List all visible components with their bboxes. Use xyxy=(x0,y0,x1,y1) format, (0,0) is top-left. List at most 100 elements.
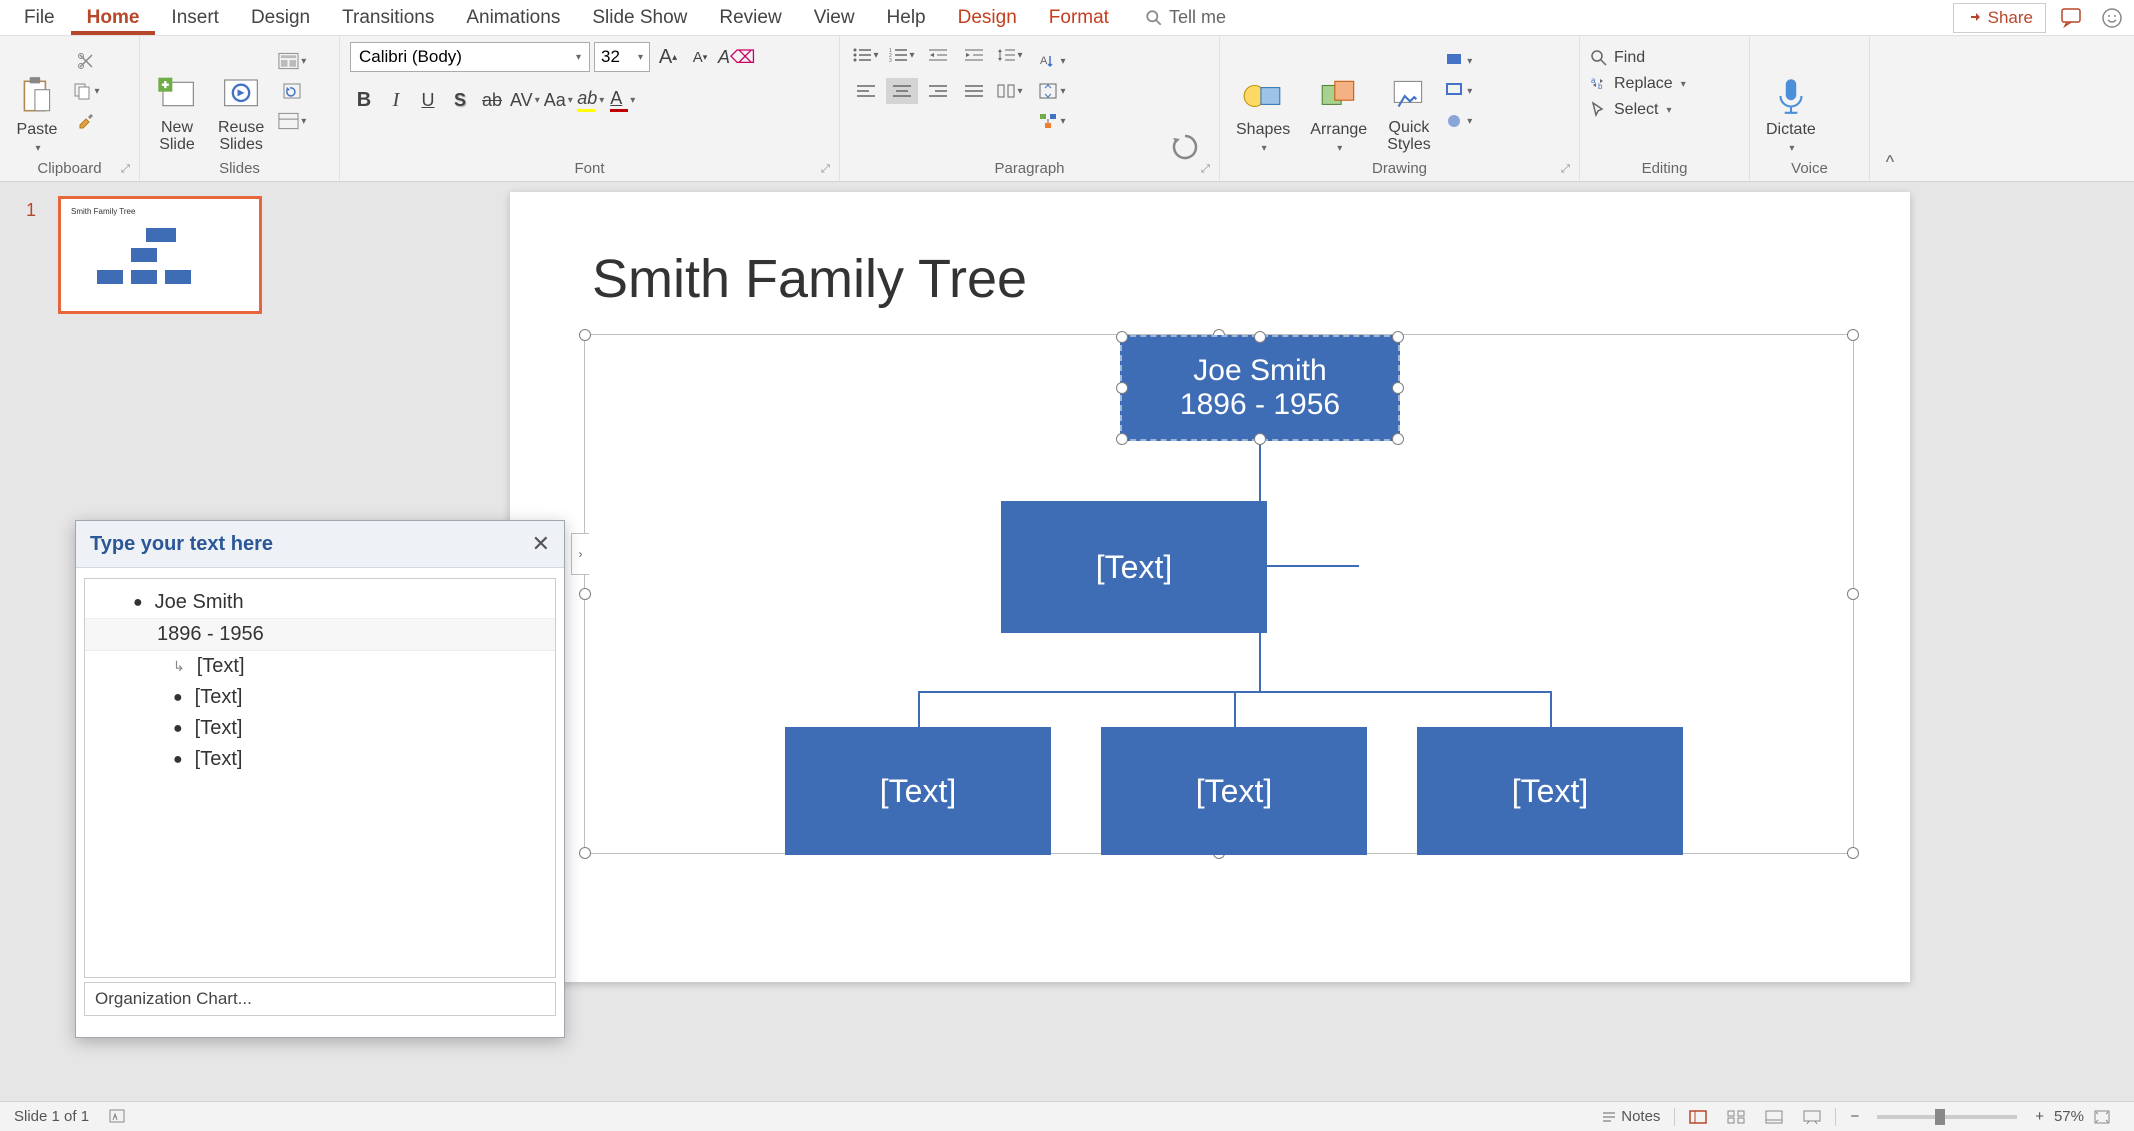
clear-formatting-button[interactable]: A⌫ xyxy=(718,43,755,71)
align-text-button[interactable]: ▾ xyxy=(1038,78,1066,104)
numbering-button[interactable]: 123▾ xyxy=(886,42,918,68)
align-left-button[interactable] xyxy=(850,78,882,104)
text-direction-button[interactable]: A▾ xyxy=(1038,48,1066,74)
text-pane-footer[interactable]: Organization Chart... xyxy=(84,982,556,1016)
font-launcher[interactable]: ⤢ xyxy=(821,163,835,177)
collapse-ribbon-button[interactable]: ^ xyxy=(1870,36,1910,181)
bullets-button[interactable]: ▾ xyxy=(850,42,882,68)
line-spacing-button[interactable]: ▾ xyxy=(994,42,1026,68)
tp-item-0[interactable]: ●Joe Smith xyxy=(85,587,555,618)
new-slide-button[interactable]: New Slide xyxy=(150,42,204,158)
paragraph-launcher[interactable]: ⤢ xyxy=(1201,163,1215,177)
shadow-button[interactable]: S xyxy=(446,86,474,114)
reading-view-button[interactable] xyxy=(1755,1110,1793,1124)
reset-button[interactable] xyxy=(278,78,306,104)
layout-button[interactable]: ▾ xyxy=(278,48,306,74)
menu-transitions[interactable]: Transitions xyxy=(326,1,450,35)
slide-1[interactable]: Smith Family Tree › xyxy=(510,192,1910,982)
justify-button[interactable] xyxy=(958,78,990,104)
tp-item-4[interactable]: ●[Text] xyxy=(85,713,555,744)
arrange-button[interactable]: Arrange ▾ xyxy=(1304,42,1373,158)
resize-handle-br[interactable] xyxy=(1847,847,1859,859)
org-node-mid[interactable]: [Text] xyxy=(1001,501,1267,633)
zoom-slider[interactable] xyxy=(1877,1115,2017,1119)
highlight-button[interactable]: ab▾ xyxy=(577,86,605,114)
align-center-button[interactable] xyxy=(886,78,918,104)
slide-title[interactable]: Smith Family Tree xyxy=(592,248,1027,310)
shape-effects-button[interactable]: ▾ xyxy=(1445,108,1473,134)
fit-to-window-button[interactable] xyxy=(2084,1110,2120,1124)
menu-smartart-format[interactable]: Format xyxy=(1033,1,1125,35)
org-node-root[interactable]: Joe Smith 1896 - 1956 xyxy=(1120,335,1400,441)
dictate-button[interactable]: Dictate ▾ xyxy=(1760,42,1822,158)
paste-button[interactable]: Paste ▾ xyxy=(10,42,64,158)
resize-handle-bl[interactable] xyxy=(579,847,591,859)
underline-button[interactable]: U xyxy=(414,86,442,114)
menu-slideshow[interactable]: Slide Show xyxy=(576,1,703,35)
decrease-indent-button[interactable] xyxy=(922,42,954,68)
align-right-button[interactable] xyxy=(922,78,954,104)
shape-outline-button[interactable]: ▾ xyxy=(1445,78,1473,104)
smartart-selection[interactable]: › Joe Smith 1896 - 1956 xyxy=(584,334,1854,854)
font-family-select[interactable]: Calibri (Body)▾ xyxy=(350,42,590,72)
change-case-button[interactable]: Aa▾ xyxy=(544,86,573,114)
node-handle[interactable] xyxy=(1254,331,1266,343)
tp-item-3[interactable]: ●[Text] xyxy=(85,682,555,713)
menu-home[interactable]: Home xyxy=(71,1,156,35)
text-pane-close-button[interactable]: ✕ xyxy=(532,531,550,557)
tp-item-2[interactable]: ↳[Text] xyxy=(85,651,555,682)
font-color-button[interactable]: A▾ xyxy=(609,86,637,114)
tp-item-1[interactable]: 1896 - 1956 xyxy=(85,618,555,651)
italic-button[interactable]: I xyxy=(382,86,410,114)
section-button[interactable]: ▾ xyxy=(278,108,306,134)
copy-button[interactable]: ▾ xyxy=(72,78,100,104)
menu-design[interactable]: Design xyxy=(235,1,326,35)
columns-button[interactable]: ▾ xyxy=(994,78,1026,104)
notes-button[interactable]: Notes xyxy=(1591,1108,1670,1125)
menu-animations[interactable]: Animations xyxy=(450,1,576,35)
zoom-slider-thumb[interactable] xyxy=(1935,1109,1945,1125)
resize-handle-tl[interactable] xyxy=(579,329,591,341)
decrease-font-button[interactable]: A▾ xyxy=(686,43,714,71)
menu-file[interactable]: File xyxy=(8,1,71,35)
text-pane[interactable]: Type your text here ✕ ●Joe Smith 1896 - … xyxy=(75,520,565,1038)
node-handle[interactable] xyxy=(1254,433,1266,445)
spell-check-icon[interactable] xyxy=(109,1109,127,1125)
resize-handle-tr[interactable] xyxy=(1847,329,1859,341)
cut-button[interactable] xyxy=(72,48,100,74)
convert-smartart-button[interactable]: ▾ xyxy=(1038,108,1066,134)
menu-help[interactable]: Help xyxy=(871,1,942,35)
menu-view[interactable]: View xyxy=(798,1,871,35)
zoom-out-button[interactable]: − xyxy=(1840,1108,1869,1125)
shapes-button[interactable]: Shapes ▾ xyxy=(1230,42,1296,158)
format-painter-button[interactable] xyxy=(72,108,100,134)
rotate-handle[interactable] xyxy=(1170,132,1200,162)
resize-handle-mr[interactable] xyxy=(1847,588,1859,600)
strikethrough-button[interactable]: ab xyxy=(478,86,506,114)
node-handle[interactable] xyxy=(1116,331,1128,343)
node-handle[interactable] xyxy=(1116,382,1128,394)
drawing-launcher[interactable]: ⤢ xyxy=(1561,163,1575,177)
quick-styles-button[interactable]: Quick Styles xyxy=(1381,42,1437,158)
char-spacing-button[interactable]: AV▾ xyxy=(510,86,540,114)
replace-button[interactable]: abReplace▾ xyxy=(1590,72,1739,96)
shape-fill-button[interactable]: ▾ xyxy=(1445,48,1473,74)
node-handle[interactable] xyxy=(1392,382,1404,394)
find-button[interactable]: Find xyxy=(1590,46,1739,70)
tell-me-search[interactable]: Tell me xyxy=(1145,7,1226,28)
select-button[interactable]: Select▾ xyxy=(1590,98,1739,122)
org-node-b3[interactable]: [Text] xyxy=(1417,727,1683,855)
text-pane-toggle[interactable]: › xyxy=(571,533,589,575)
reuse-slides-button[interactable]: Reuse Slides xyxy=(212,42,270,158)
org-node-b1[interactable]: [Text] xyxy=(785,727,1051,855)
comments-icon[interactable] xyxy=(2058,4,2086,32)
org-node-b2[interactable]: [Text] xyxy=(1101,727,1367,855)
share-button[interactable]: Share xyxy=(1953,3,2046,33)
tp-item-5[interactable]: ●[Text] xyxy=(85,744,555,775)
slide-thumbnail-1[interactable]: Smith Family Tree xyxy=(58,196,262,314)
smiley-icon[interactable] xyxy=(2098,4,2126,32)
resize-handle-ml[interactable] xyxy=(579,588,591,600)
text-pane-list[interactable]: ●Joe Smith 1896 - 1956 ↳[Text] ●[Text] ●… xyxy=(84,578,556,978)
node-handle[interactable] xyxy=(1392,331,1404,343)
bold-button[interactable]: B xyxy=(350,86,378,114)
